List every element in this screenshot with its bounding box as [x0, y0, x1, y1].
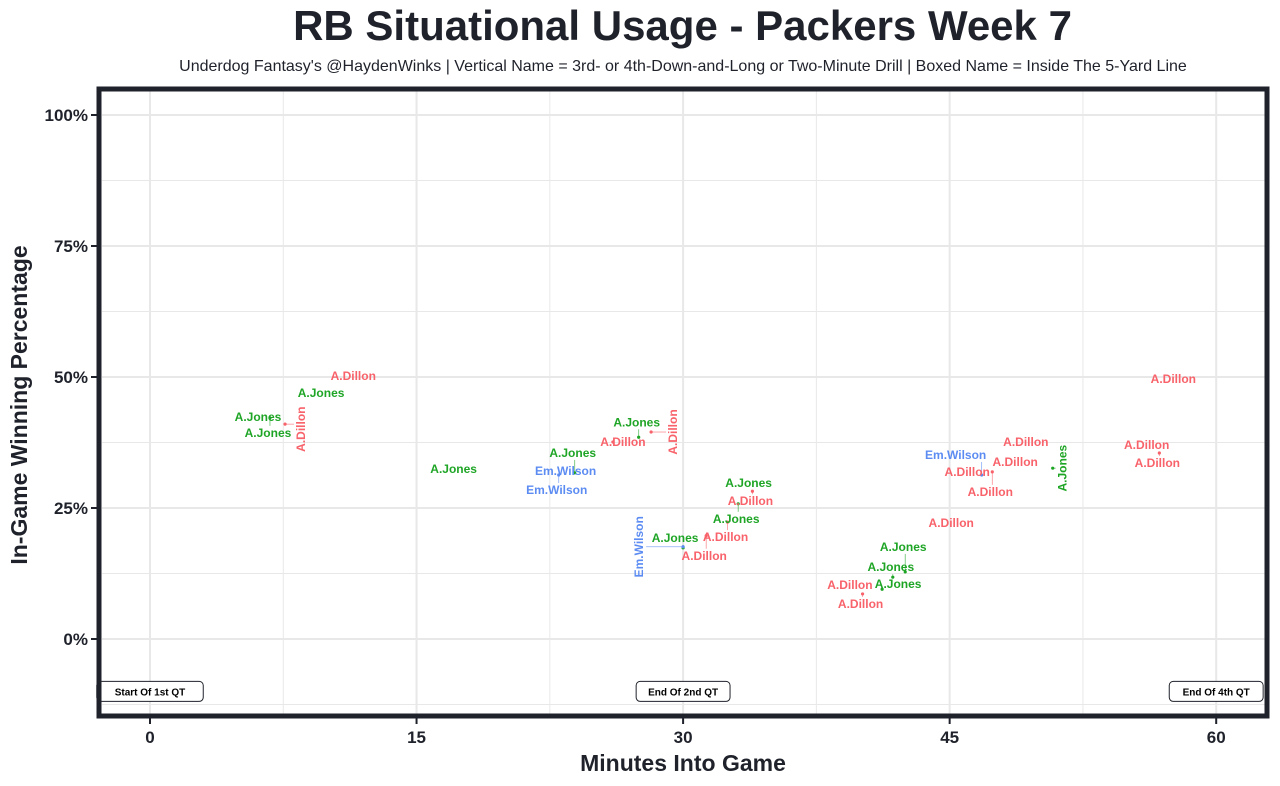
- point-label: A.Dillon: [968, 485, 1013, 499]
- plot-border: [96, 86, 1270, 719]
- point-label: A.Dillon: [728, 494, 773, 508]
- point-label: A.Dillon: [703, 530, 748, 544]
- annotation-label: End Of 2nd QT: [648, 687, 718, 698]
- point-label: A.Dillon: [682, 549, 727, 563]
- y-axis-title: In-Game Winning Percentage: [6, 245, 32, 564]
- point-label: A.Dillon: [600, 435, 645, 449]
- x-axis-title: Minutes Into Game: [580, 750, 786, 776]
- data-point: [736, 502, 740, 506]
- point-label: A.Dillon: [838, 597, 883, 611]
- data-point: [704, 534, 708, 538]
- data-point: [860, 592, 865, 596]
- point-label: A.Dillon: [1003, 435, 1048, 449]
- annotation-label: Start Of 1st QT: [115, 687, 186, 698]
- data-point: [880, 587, 884, 591]
- annotation-label: End Of 4th QT: [1183, 687, 1250, 698]
- x-tick-label: 30: [674, 728, 693, 747]
- data-point: [990, 470, 994, 474]
- data-point: [649, 430, 653, 434]
- data-point: [611, 440, 615, 444]
- x-tick-label: 45: [940, 728, 959, 747]
- data-point: [891, 575, 895, 579]
- point-label: A.Jones: [430, 462, 477, 476]
- point-label: Em.Wilson: [535, 464, 596, 478]
- x-tick-label: 60: [1207, 728, 1226, 747]
- data-point: [573, 471, 577, 475]
- point-label: A.Dillon: [331, 369, 376, 383]
- data-point: [1157, 451, 1161, 455]
- point-label: A.Dillon: [827, 578, 872, 592]
- data-point: [268, 416, 272, 420]
- leader-lines: [268, 416, 1161, 597]
- data-point: [1051, 466, 1055, 470]
- data-point: [903, 570, 907, 574]
- point-label: A.Jones: [725, 476, 772, 490]
- point-label: A.Dillon: [993, 455, 1038, 469]
- point-label: A.Jones: [875, 577, 922, 591]
- point-label: A.Dillon: [1151, 372, 1196, 386]
- y-tick-label: 25%: [54, 499, 88, 518]
- data-point: [283, 422, 287, 426]
- point-label: A.Dillon: [666, 409, 680, 454]
- point-label: A.Jones: [1056, 445, 1070, 492]
- point-label: A.Jones: [652, 531, 699, 545]
- data-point: [557, 473, 561, 477]
- axes: 0 15 30 45 60 0% 25% 50% 75% 100%: [45, 106, 1226, 747]
- data-point: [637, 435, 641, 439]
- point-label: A.Dillon: [945, 465, 990, 479]
- data-point: [725, 520, 730, 524]
- chart-subtitle: Underdog Fantasy's @HaydenWinks | Vertic…: [179, 58, 1187, 75]
- grid: [102, 88, 1270, 717]
- data-labels: Start Of 1st QT End Of 2nd QT End Of 4th Q…: [96, 369, 1264, 702]
- data-point: [750, 489, 755, 493]
- chart-title: RB Situational Usage - Packers Week 7: [293, 2, 1072, 49]
- point-label: A.Dillon: [1124, 438, 1169, 452]
- y-tick-label: 75%: [54, 237, 88, 256]
- point-label: A.Dillon: [929, 516, 974, 530]
- point-label: A.Jones: [867, 560, 914, 574]
- y-tick-label: 50%: [54, 368, 88, 387]
- point-label: Em.Wilson: [632, 516, 646, 577]
- point-label: Em.Wilson: [526, 483, 587, 497]
- point-label: A.Jones: [235, 410, 282, 424]
- point-label: Em.Wilson: [925, 448, 986, 462]
- y-tick-label: 0%: [63, 630, 88, 649]
- data-point: [681, 545, 685, 549]
- x-tick-label: 15: [407, 728, 426, 747]
- data-point: [980, 473, 984, 477]
- point-label: A.Jones: [613, 415, 660, 429]
- x-tick-label: 0: [145, 728, 154, 747]
- point-label: A.Jones: [713, 512, 760, 526]
- point-label: A.Jones: [298, 386, 345, 400]
- annotation-box: [635, 680, 731, 702]
- y-tick-label: 100%: [45, 106, 88, 125]
- point-label: A.Jones: [549, 446, 596, 460]
- point-label: A.Jones: [245, 426, 292, 440]
- annotation-box: [1168, 680, 1264, 702]
- point-label: A.Dillon: [1135, 456, 1180, 470]
- point-label: A.Jones: [880, 540, 927, 554]
- point-label: A.Dillon: [294, 406, 308, 451]
